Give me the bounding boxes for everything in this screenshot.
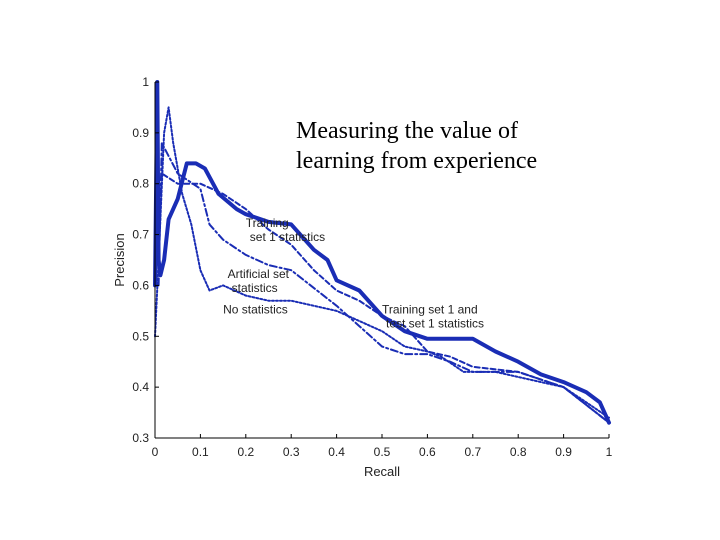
x-tick-label: 0.2: [237, 445, 254, 459]
y-tick-label: 0.6: [132, 278, 149, 292]
x-tick-label: 0.6: [419, 445, 436, 459]
y-tick-label: 1: [142, 75, 149, 89]
x-tick-label: 0.3: [283, 445, 300, 459]
y-tick-label: 0.5: [132, 329, 149, 343]
annotation-label: Artificial set statistics: [228, 267, 290, 295]
series-line-3: [157, 172, 610, 424]
y-tick-label: 0.4: [132, 380, 149, 394]
x-tick-label: 0.7: [464, 445, 481, 459]
x-tick-label: 0.1: [192, 445, 209, 459]
x-tick-label: 0.9: [555, 445, 572, 459]
annotations: Training set 1 statistics Artificial set st…: [223, 216, 484, 330]
chart-title-line: Measuring the value of: [296, 118, 518, 144]
y-tick-label: 0.9: [132, 126, 149, 140]
series-line-4: [154, 106, 610, 419]
series-line-2: [157, 142, 610, 424]
annotation-label: No statistics: [223, 302, 288, 316]
x-tick-label: 0.5: [374, 445, 391, 459]
x-tick-label: 1: [606, 445, 613, 459]
x-tick-label: 0.4: [328, 445, 345, 459]
series-line-1: [153, 80, 611, 425]
y-ticks: 0.3 0.4 0.5 0.6 0.7 0.8 0.9 1: [132, 75, 159, 445]
chart-title-line: learning from experience: [296, 148, 537, 174]
y-tick-label: 0.8: [132, 177, 149, 191]
x-ticks: 0 0.1 0.2 0.3 0.4 0.5 0.6 0.7 0.8 0.9 1: [152, 434, 613, 459]
x-axis-label: Recall: [364, 464, 400, 479]
y-tick-label: 0.7: [132, 228, 149, 242]
annotation-label: Training set 1 and test set 1 statistics: [382, 302, 484, 330]
x-tick-label: 0: [152, 445, 159, 459]
annotation-label: Training set 1 statistics: [246, 216, 325, 244]
series-lines: [153, 80, 611, 425]
y-axis-label: Precision: [112, 233, 127, 286]
chart-title: Measuring the value of learning from expe…: [296, 118, 537, 174]
y-tick-label: 0.3: [132, 431, 149, 445]
x-tick-label: 0.8: [510, 445, 527, 459]
